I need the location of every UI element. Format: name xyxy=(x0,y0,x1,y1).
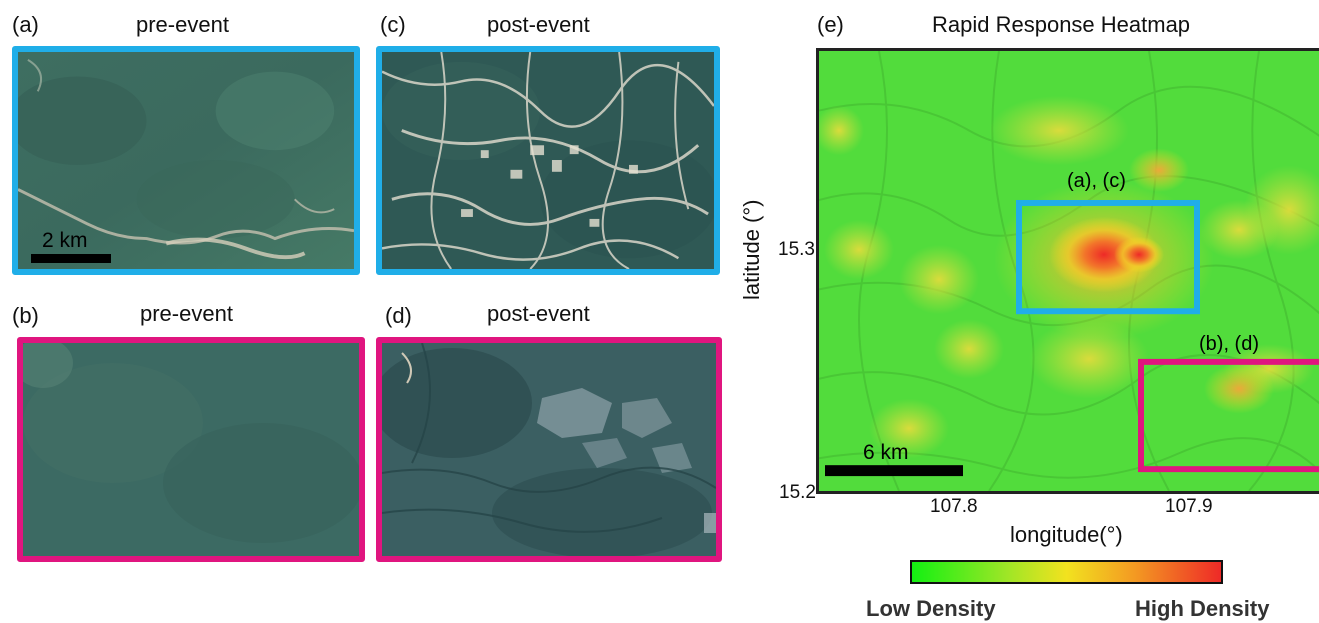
panel-a-title: pre-event xyxy=(136,12,229,37)
satellite-imagery-d xyxy=(382,343,716,556)
satellite-image-c xyxy=(376,46,720,275)
panel-a-label: (a) xyxy=(12,12,39,37)
box-bd-label: (b), (d) xyxy=(1199,333,1259,355)
scale-bar-a xyxy=(31,254,111,263)
scale-label-a: 2 km xyxy=(42,229,88,252)
heatmap-map: 6 km (a), (c) (b), (d) xyxy=(816,48,1319,494)
colorbar-low-label: Low Density xyxy=(866,596,996,621)
panel-e-title: Rapid Response Heatmap xyxy=(932,12,1191,37)
panel-c-title: post-event xyxy=(487,12,590,37)
heatmap-imagery xyxy=(819,51,1319,491)
y-axis-title: latitude (°) xyxy=(739,199,764,300)
region-box-bd xyxy=(1138,358,1319,473)
panel-d-title: post-event xyxy=(487,301,590,326)
x-axis-title: longitude(°) xyxy=(1010,522,1123,547)
y-tick-15-3: 15.3 xyxy=(778,239,815,260)
satellite-image-b xyxy=(17,337,365,562)
satellite-imagery-b xyxy=(23,343,359,556)
x-tick-107-8: 107.8 xyxy=(930,496,978,517)
satellite-image-a: 2 km xyxy=(12,46,360,275)
satellite-imagery-c xyxy=(382,52,714,269)
box-ac-label: (a), (c) xyxy=(1067,170,1126,192)
panel-b-label: (b) xyxy=(12,303,39,328)
panel-c-label: (c) xyxy=(380,12,406,37)
colorbar-high-label: High Density xyxy=(1135,596,1270,621)
y-tick-15-2: 15.2 xyxy=(779,482,816,503)
density-colorbar xyxy=(910,560,1223,584)
x-tick-107-9: 107.9 xyxy=(1165,496,1213,517)
panel-d-label: (d) xyxy=(385,303,412,328)
panel-b-title: pre-event xyxy=(140,301,233,326)
scale-label-e: 6 km xyxy=(863,441,909,464)
scale-bar-e xyxy=(825,465,963,477)
panel-e-label: (e) xyxy=(817,12,844,37)
satellite-image-d xyxy=(376,337,722,562)
region-box-ac xyxy=(1016,199,1200,315)
satellite-imagery-a xyxy=(18,52,354,269)
